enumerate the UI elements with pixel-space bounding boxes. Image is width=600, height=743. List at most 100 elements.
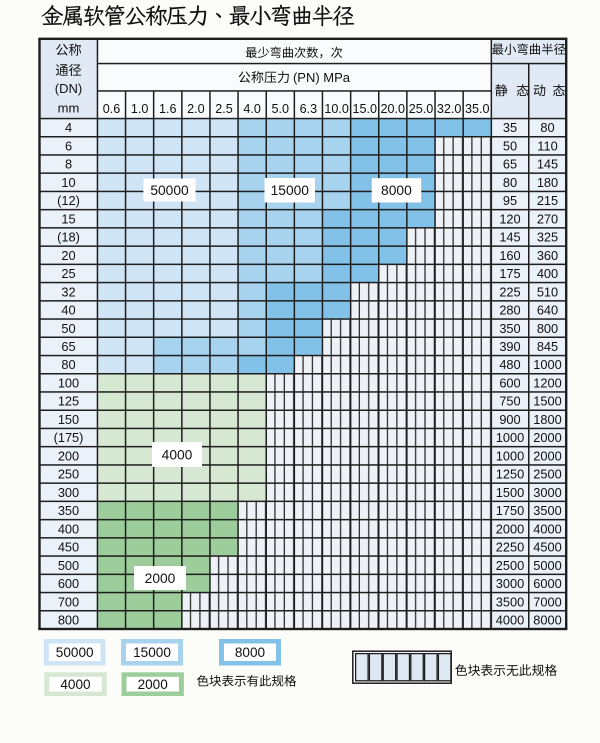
svg-text:280: 280 bbox=[499, 303, 520, 318]
svg-text:8000: 8000 bbox=[533, 613, 561, 628]
svg-text:6000: 6000 bbox=[533, 576, 561, 591]
svg-text:150: 150 bbox=[58, 412, 79, 427]
svg-text:4: 4 bbox=[65, 120, 72, 135]
svg-text:(PN) MPa: (PN) MPa bbox=[293, 70, 351, 85]
svg-text:8: 8 bbox=[65, 157, 72, 172]
svg-text:35.0: 35.0 bbox=[465, 102, 490, 116]
svg-text:3000: 3000 bbox=[496, 576, 524, 591]
svg-text:250: 250 bbox=[58, 467, 79, 482]
svg-text:4500: 4500 bbox=[533, 540, 561, 555]
svg-text:1000: 1000 bbox=[496, 448, 524, 463]
svg-text:8000: 8000 bbox=[235, 645, 266, 660]
svg-text:2.5: 2.5 bbox=[215, 102, 233, 116]
svg-text:6.3: 6.3 bbox=[300, 102, 318, 116]
svg-text:4000: 4000 bbox=[60, 677, 91, 692]
svg-text:5.0: 5.0 bbox=[272, 102, 290, 116]
svg-text:215: 215 bbox=[537, 193, 558, 208]
svg-text:350: 350 bbox=[58, 503, 79, 518]
svg-text:110: 110 bbox=[537, 138, 557, 153]
svg-text:65: 65 bbox=[61, 339, 75, 354]
svg-text:20.0: 20.0 bbox=[381, 102, 406, 116]
svg-text:25.0: 25.0 bbox=[409, 102, 434, 116]
svg-text:640: 640 bbox=[537, 303, 558, 318]
svg-text:800: 800 bbox=[537, 321, 558, 336]
svg-text:80: 80 bbox=[61, 357, 75, 372]
svg-text:800: 800 bbox=[58, 613, 79, 628]
svg-text:32: 32 bbox=[61, 284, 75, 299]
svg-text:350: 350 bbox=[499, 321, 520, 336]
svg-text:175: 175 bbox=[499, 266, 520, 281]
svg-text:6: 6 bbox=[65, 138, 72, 153]
svg-text:1750: 1750 bbox=[496, 503, 524, 518]
svg-text:2000: 2000 bbox=[533, 448, 561, 463]
svg-text:2500: 2500 bbox=[496, 558, 524, 573]
svg-text:(DN): (DN) bbox=[55, 81, 82, 96]
svg-text:2.0: 2.0 bbox=[187, 102, 205, 116]
svg-text:145: 145 bbox=[537, 157, 558, 172]
svg-text:2000: 2000 bbox=[496, 521, 524, 536]
svg-text:325: 325 bbox=[537, 230, 558, 245]
svg-text:2000: 2000 bbox=[138, 677, 169, 692]
svg-text:4000: 4000 bbox=[162, 447, 193, 462]
svg-text:4000: 4000 bbox=[496, 613, 524, 628]
svg-text:390: 390 bbox=[499, 339, 520, 354]
svg-text:15.0: 15.0 bbox=[352, 102, 377, 116]
svg-text:(175): (175) bbox=[54, 430, 84, 445]
svg-text:4.0: 4.0 bbox=[243, 102, 261, 116]
svg-text:120: 120 bbox=[499, 211, 520, 226]
svg-text:mm: mm bbox=[58, 101, 80, 116]
svg-text:15000: 15000 bbox=[133, 645, 171, 660]
svg-text:4000: 4000 bbox=[533, 521, 561, 536]
svg-text:200: 200 bbox=[58, 448, 79, 463]
svg-text:510: 510 bbox=[537, 284, 558, 299]
svg-text:100: 100 bbox=[58, 376, 79, 391]
svg-text:3500: 3500 bbox=[533, 503, 561, 518]
svg-text:5000: 5000 bbox=[533, 558, 561, 573]
svg-text:145: 145 bbox=[499, 230, 520, 245]
svg-text:1500: 1500 bbox=[496, 485, 524, 500]
svg-text:3500: 3500 bbox=[496, 594, 524, 609]
svg-text:700: 700 bbox=[58, 594, 79, 609]
svg-text:2000: 2000 bbox=[145, 571, 176, 586]
svg-text:900: 900 bbox=[499, 412, 520, 427]
svg-text:300: 300 bbox=[58, 485, 79, 500]
svg-text:225: 225 bbox=[499, 284, 520, 299]
svg-text:2500: 2500 bbox=[533, 467, 561, 482]
svg-text:160: 160 bbox=[499, 248, 520, 263]
svg-text:600: 600 bbox=[499, 376, 520, 391]
svg-text:480: 480 bbox=[499, 357, 520, 372]
svg-text:(18): (18) bbox=[57, 230, 80, 245]
svg-text:80: 80 bbox=[503, 175, 517, 190]
svg-text:3000: 3000 bbox=[533, 485, 561, 500]
svg-text:40: 40 bbox=[61, 303, 75, 318]
svg-text:1000: 1000 bbox=[533, 357, 561, 372]
svg-text:20: 20 bbox=[61, 248, 75, 263]
svg-text:2000: 2000 bbox=[533, 430, 561, 445]
svg-text:2250: 2250 bbox=[496, 540, 524, 555]
svg-text:80: 80 bbox=[540, 120, 554, 135]
svg-text:35: 35 bbox=[503, 120, 517, 135]
svg-text:400: 400 bbox=[537, 266, 558, 281]
svg-text:1.6: 1.6 bbox=[159, 102, 177, 116]
svg-text:845: 845 bbox=[537, 339, 558, 354]
svg-text:1000: 1000 bbox=[496, 430, 524, 445]
svg-text:15: 15 bbox=[61, 211, 75, 226]
svg-text:65: 65 bbox=[503, 157, 517, 172]
svg-text:50: 50 bbox=[61, 321, 75, 336]
svg-text:500: 500 bbox=[58, 558, 79, 573]
svg-text:600: 600 bbox=[58, 576, 79, 591]
svg-text:1200: 1200 bbox=[533, 376, 561, 391]
svg-text:8000: 8000 bbox=[381, 183, 412, 198]
svg-text:180: 180 bbox=[537, 175, 558, 190]
svg-text:95: 95 bbox=[503, 193, 517, 208]
svg-text:1500: 1500 bbox=[533, 394, 561, 409]
svg-text:0.6: 0.6 bbox=[103, 102, 121, 116]
svg-text:125: 125 bbox=[58, 394, 79, 409]
svg-text:10: 10 bbox=[61, 175, 75, 190]
svg-text:15000: 15000 bbox=[271, 183, 310, 198]
svg-text:10.0: 10.0 bbox=[324, 102, 349, 116]
svg-text:50000: 50000 bbox=[150, 183, 189, 198]
svg-text:750: 750 bbox=[499, 394, 520, 409]
svg-text:270: 270 bbox=[537, 211, 558, 226]
svg-text:25: 25 bbox=[61, 266, 75, 281]
